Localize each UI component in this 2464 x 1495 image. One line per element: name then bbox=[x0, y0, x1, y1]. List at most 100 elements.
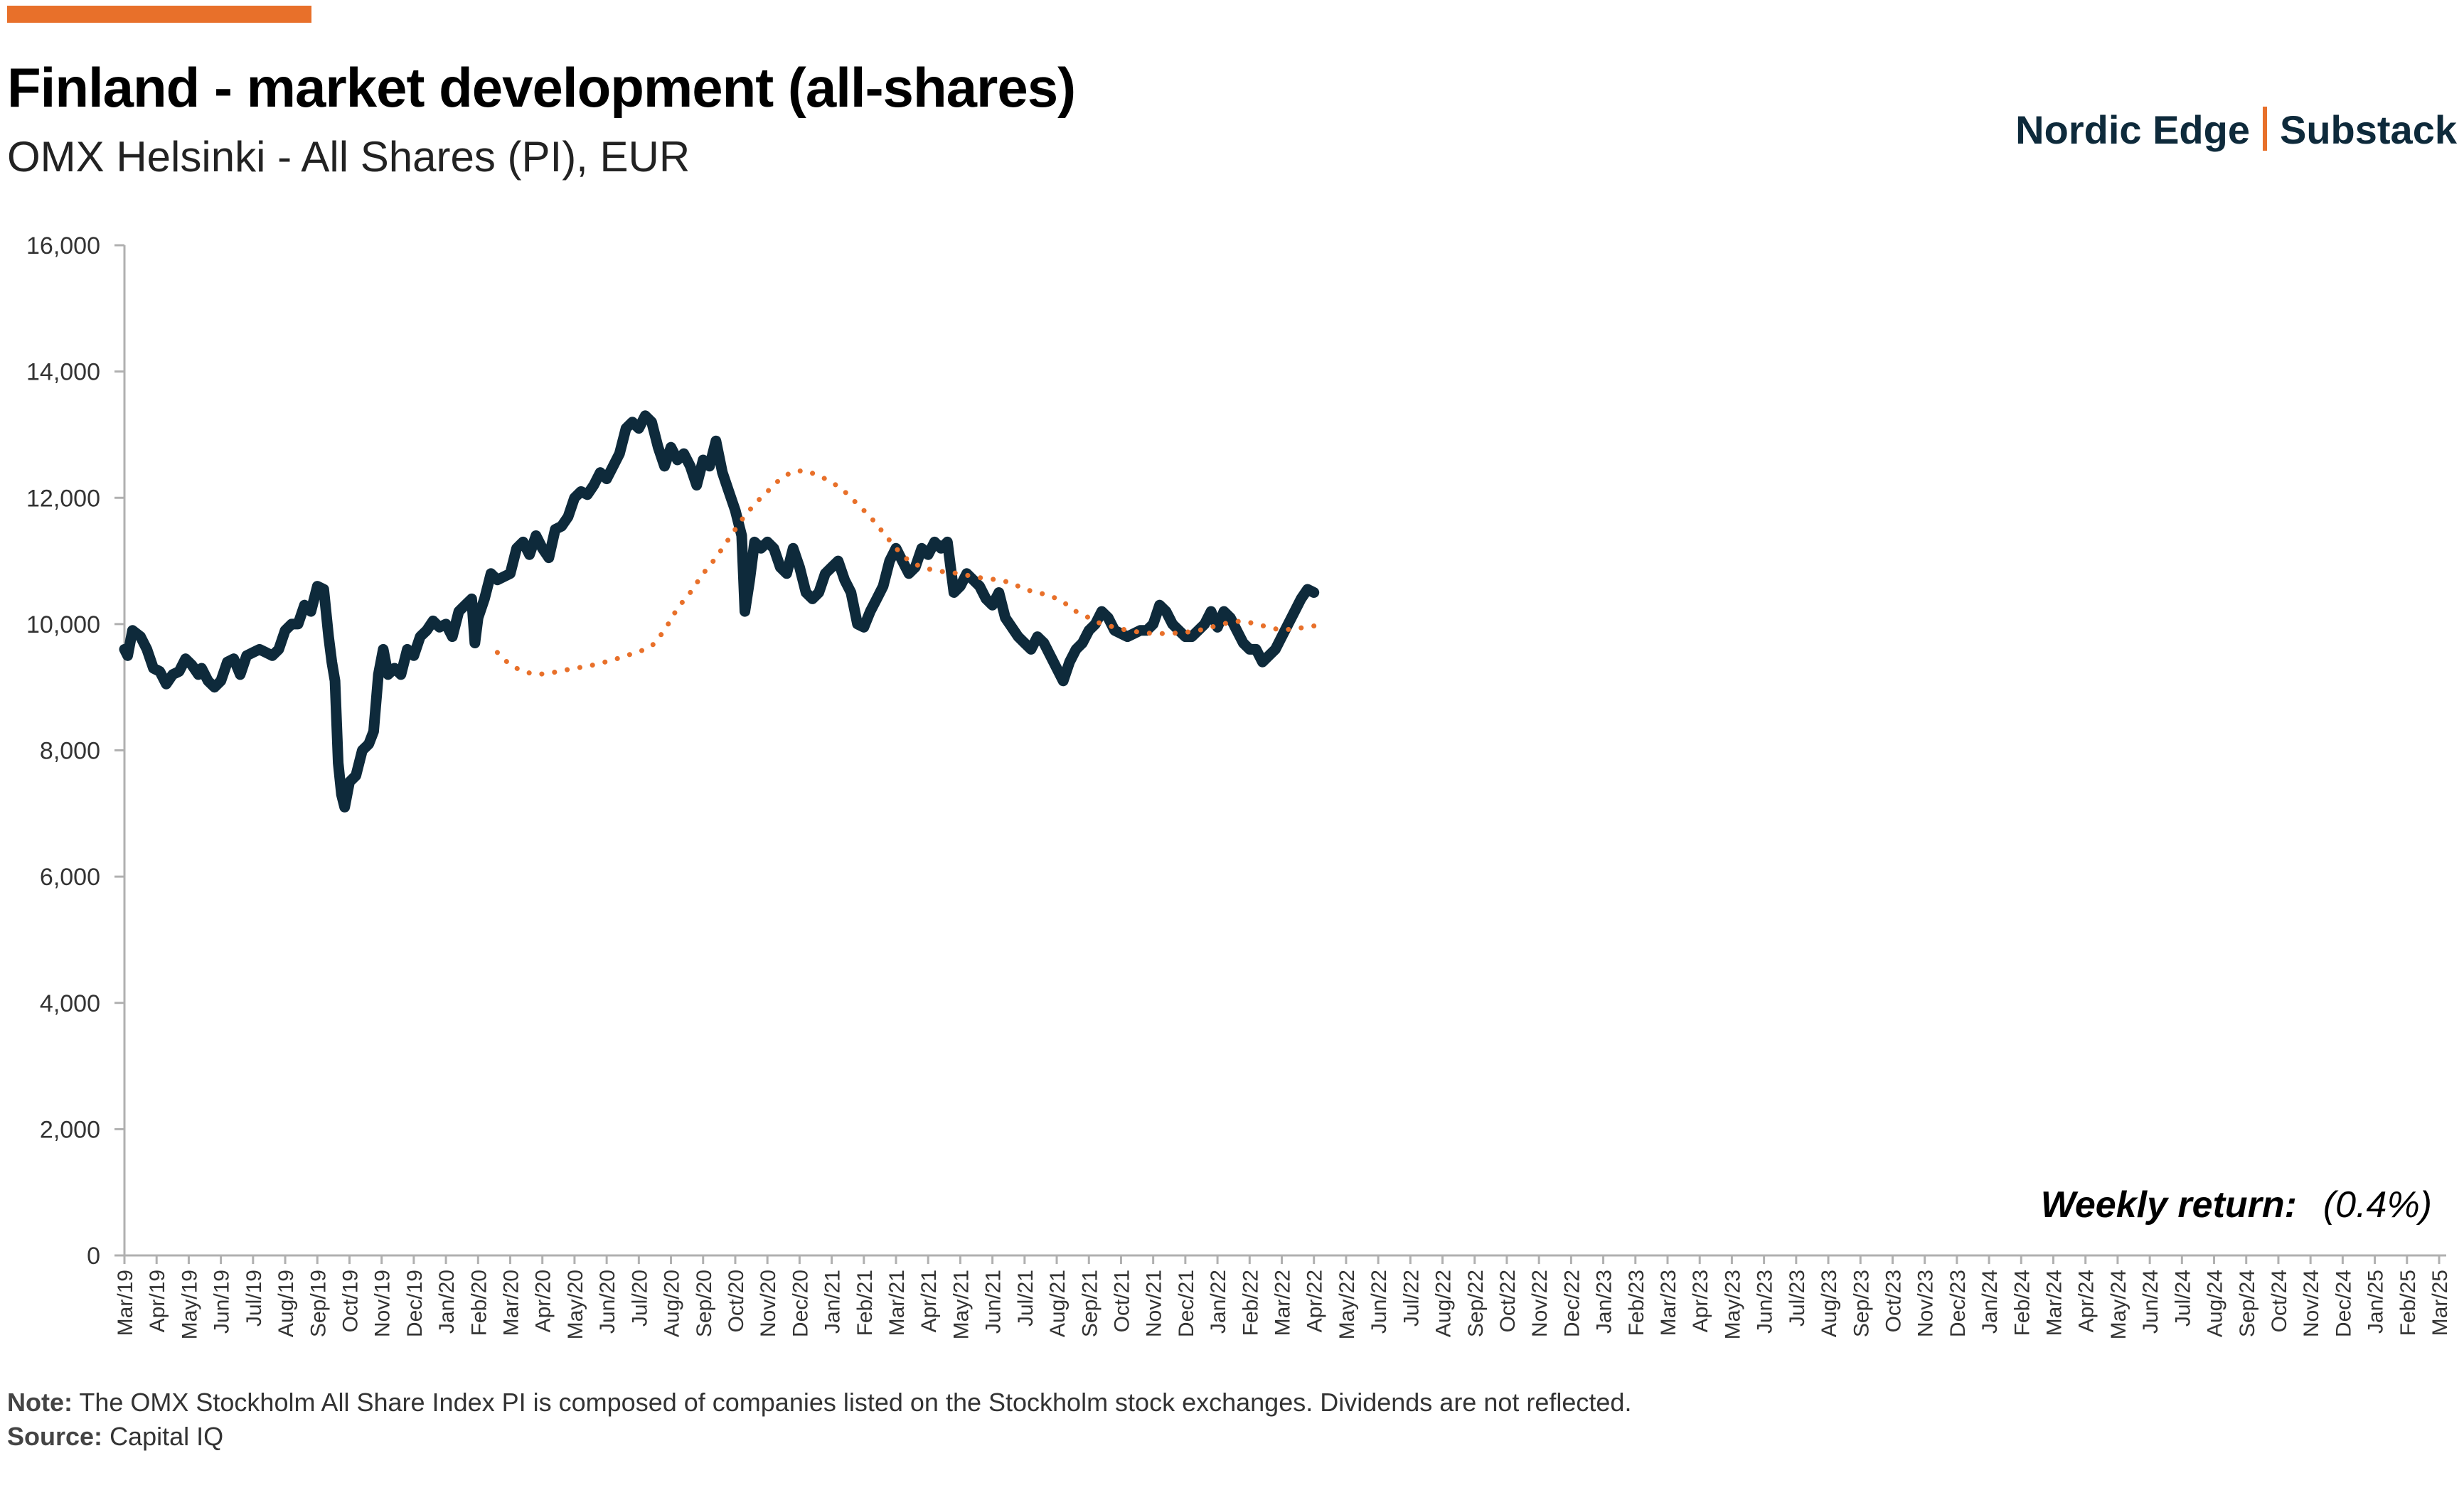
source-text: Capital IQ bbox=[110, 1422, 224, 1451]
x-tick-label: Jul/22 bbox=[1399, 1270, 1423, 1327]
x-tick-label: Oct/20 bbox=[725, 1270, 748, 1332]
weekly-return-value: (0.4%) bbox=[2323, 1184, 2432, 1226]
x-tick-label: Jul/21 bbox=[1014, 1270, 1038, 1327]
x-tick-label: Jun/24 bbox=[2139, 1270, 2162, 1334]
x-tick-label: Jul/23 bbox=[1786, 1270, 1809, 1327]
x-tick-label: Jan/23 bbox=[1593, 1270, 1616, 1334]
note-label: Note: bbox=[7, 1388, 73, 1417]
index-series-line bbox=[119, 410, 1320, 813]
x-tick-label: Mar/22 bbox=[1271, 1270, 1295, 1336]
source-label: Source: bbox=[7, 1422, 103, 1451]
x-tick-label: Aug/22 bbox=[1432, 1270, 1456, 1337]
x-tick-label: Jan/20 bbox=[435, 1270, 459, 1334]
x-tick-label: Feb/20 bbox=[467, 1270, 491, 1336]
line-chart: 0 2,000 4,000 6,000 8,000 10,000 12,000 14,000 1… bbox=[26, 232, 2452, 1339]
x-tick-label: Oct/21 bbox=[1110, 1270, 1134, 1332]
x-tick-label: Jul/19 bbox=[242, 1270, 266, 1327]
x-tick-label: Mar/19 bbox=[114, 1270, 137, 1336]
x-tick-label: Jul/20 bbox=[628, 1270, 651, 1327]
x-tick-label: May/22 bbox=[1335, 1270, 1359, 1339]
x-tick-label: Apr/19 bbox=[146, 1270, 169, 1332]
x-tick-label: Sep/24 bbox=[2236, 1270, 2259, 1337]
x-tick-label: Nov/19 bbox=[371, 1270, 395, 1337]
x-tick-label: Oct/24 bbox=[2268, 1270, 2291, 1332]
x-tick-label: Feb/21 bbox=[853, 1270, 877, 1336]
x-tick-label: Nov/20 bbox=[757, 1270, 780, 1337]
x-tick-label: Jun/22 bbox=[1367, 1270, 1391, 1334]
brand-logo: Nordic Edge Substack bbox=[2015, 107, 2457, 153]
x-tick-label: Jun/19 bbox=[210, 1270, 234, 1334]
x-tick-label: Feb/22 bbox=[1239, 1270, 1262, 1336]
x-tick-label: Nov/22 bbox=[1528, 1270, 1552, 1337]
x-tick-label: Feb/25 bbox=[2396, 1270, 2420, 1336]
x-tick-label: Jun/20 bbox=[596, 1270, 619, 1334]
x-tick-label: Nov/21 bbox=[1143, 1270, 1166, 1337]
x-tick-label: Aug/21 bbox=[1046, 1270, 1070, 1337]
x-tick-label: Dec/23 bbox=[1946, 1270, 1970, 1337]
weekly-return-label: Weekly return: bbox=[2041, 1184, 2297, 1226]
weekly-return-annotation: Weekly return: (0.4%) bbox=[2041, 1184, 2432, 1226]
x-tick-label: Dec/19 bbox=[403, 1270, 427, 1337]
x-tick-label: Jun/23 bbox=[1754, 1270, 1777, 1334]
x-tick-label: Aug/23 bbox=[1818, 1270, 1841, 1337]
x-tick-label: Mar/24 bbox=[2043, 1270, 2066, 1336]
x-tick-label: Jan/24 bbox=[1978, 1270, 2002, 1334]
x-tick-label: Jan/25 bbox=[2364, 1270, 2388, 1334]
x-tick-label: Nov/24 bbox=[2300, 1270, 2323, 1337]
x-tick-label: Apr/21 bbox=[917, 1270, 941, 1332]
x-tick-label: Dec/22 bbox=[1560, 1270, 1584, 1337]
x-axis-labels: Mar/19 Apr/19 May/19 Jun/19 Jul/19 Aug/19 Sep/… bbox=[114, 1255, 2452, 1339]
brand-name-right: Substack bbox=[2280, 107, 2457, 152]
x-tick-label: Jan/21 bbox=[821, 1270, 845, 1334]
x-tick-label: May/20 bbox=[564, 1270, 587, 1339]
page-title: Finland - market development (all-shares… bbox=[7, 56, 1076, 119]
x-tick-label: Aug/19 bbox=[274, 1270, 298, 1337]
x-tick-label: Apr/23 bbox=[1689, 1270, 1712, 1332]
x-tick-label: May/21 bbox=[949, 1270, 973, 1339]
x-tick-label: Mar/21 bbox=[885, 1270, 909, 1336]
axes-group bbox=[123, 245, 2446, 1257]
brand-separator bbox=[2263, 107, 2267, 151]
y-tick-label: 16,000 bbox=[26, 232, 100, 259]
y-axis-labels: 0 2,000 4,000 6,000 8,000 10,000 12,000 14,000 1… bbox=[26, 232, 124, 1270]
page-subtitle: OMX Helsinki - All Shares (PI), EUR bbox=[7, 133, 690, 181]
x-tick-label: Mar/25 bbox=[2428, 1270, 2452, 1336]
x-tick-label: Oct/19 bbox=[338, 1270, 362, 1332]
x-tick-label: Sep/22 bbox=[1464, 1270, 1488, 1337]
x-tick-label: May/24 bbox=[2107, 1270, 2130, 1339]
x-tick-label: Jul/24 bbox=[2171, 1270, 2194, 1327]
x-tick-label: Apr/22 bbox=[1303, 1270, 1327, 1332]
accent-bar bbox=[7, 6, 311, 23]
y-tick-label: 8,000 bbox=[40, 738, 100, 765]
x-tick-label: Aug/20 bbox=[661, 1270, 684, 1337]
x-tick-label: Jan/22 bbox=[1207, 1270, 1230, 1334]
source: Source: Capital IQ bbox=[7, 1422, 223, 1452]
y-tick-label: 4,000 bbox=[40, 990, 100, 1017]
x-tick-label: Dec/21 bbox=[1175, 1270, 1198, 1337]
x-tick-label: Feb/24 bbox=[2010, 1270, 2034, 1336]
series-group bbox=[119, 410, 1320, 813]
x-tick-label: Oct/22 bbox=[1496, 1270, 1520, 1332]
y-tick-label: 0 bbox=[87, 1243, 100, 1270]
x-tick-label: Apr/24 bbox=[2075, 1270, 2098, 1332]
x-tick-label: Jun/21 bbox=[982, 1270, 1006, 1334]
x-tick-label: Aug/24 bbox=[2204, 1270, 2227, 1337]
y-tick-label: 10,000 bbox=[26, 611, 100, 638]
x-tick-label: Mar/23 bbox=[1657, 1270, 1680, 1336]
x-tick-label: Feb/23 bbox=[1625, 1270, 1648, 1336]
x-tick-label: Dec/20 bbox=[789, 1270, 812, 1337]
y-tick-label: 14,000 bbox=[26, 359, 100, 386]
x-tick-label: Sep/19 bbox=[306, 1270, 330, 1337]
x-tick-label: May/19 bbox=[178, 1270, 201, 1339]
x-tick-label: Oct/23 bbox=[1882, 1270, 1905, 1332]
x-tick-label: Mar/20 bbox=[500, 1270, 523, 1336]
note: Note: The OMX Stockholm All Share Index … bbox=[7, 1388, 1631, 1418]
y-tick-label: 6,000 bbox=[40, 864, 100, 891]
x-tick-label: May/23 bbox=[1721, 1270, 1744, 1339]
note-text: The OMX Stockholm All Share Index PI is … bbox=[79, 1388, 1632, 1417]
x-tick-label: Sep/23 bbox=[1850, 1270, 1873, 1337]
x-tick-label: Sep/20 bbox=[693, 1270, 716, 1337]
brand-name-left: Nordic Edge bbox=[2015, 107, 2250, 152]
x-tick-label: Nov/23 bbox=[1914, 1270, 1938, 1337]
y-tick-label: 2,000 bbox=[40, 1116, 100, 1143]
